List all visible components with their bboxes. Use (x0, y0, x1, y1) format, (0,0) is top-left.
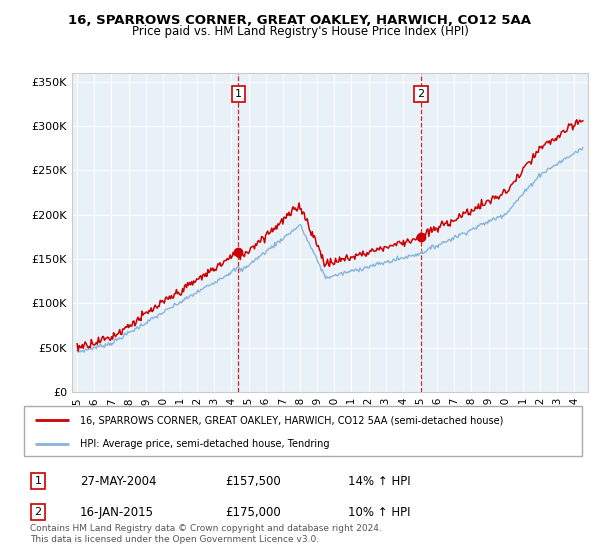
Text: 27-MAY-2004: 27-MAY-2004 (80, 474, 156, 488)
Text: £175,000: £175,000 (225, 506, 281, 519)
Text: 16, SPARROWS CORNER, GREAT OAKLEY, HARWICH, CO12 5AA (semi-detached house): 16, SPARROWS CORNER, GREAT OAKLEY, HARWI… (80, 415, 503, 425)
Text: 1: 1 (34, 476, 41, 486)
Text: 16, SPARROWS CORNER, GREAT OAKLEY, HARWICH, CO12 5AA: 16, SPARROWS CORNER, GREAT OAKLEY, HARWI… (68, 14, 532, 27)
Text: Price paid vs. HM Land Registry's House Price Index (HPI): Price paid vs. HM Land Registry's House … (131, 25, 469, 38)
Text: 2: 2 (417, 89, 424, 99)
Text: 1: 1 (235, 89, 242, 99)
FancyBboxPatch shape (24, 406, 582, 456)
Text: £157,500: £157,500 (225, 474, 281, 488)
Text: HPI: Average price, semi-detached house, Tendring: HPI: Average price, semi-detached house,… (80, 439, 329, 449)
Text: 14% ↑ HPI: 14% ↑ HPI (347, 474, 410, 488)
Text: 10% ↑ HPI: 10% ↑ HPI (347, 506, 410, 519)
Text: 2: 2 (34, 507, 41, 517)
Text: 16-JAN-2015: 16-JAN-2015 (80, 506, 154, 519)
Text: Contains HM Land Registry data © Crown copyright and database right 2024.
This d: Contains HM Land Registry data © Crown c… (29, 524, 382, 544)
